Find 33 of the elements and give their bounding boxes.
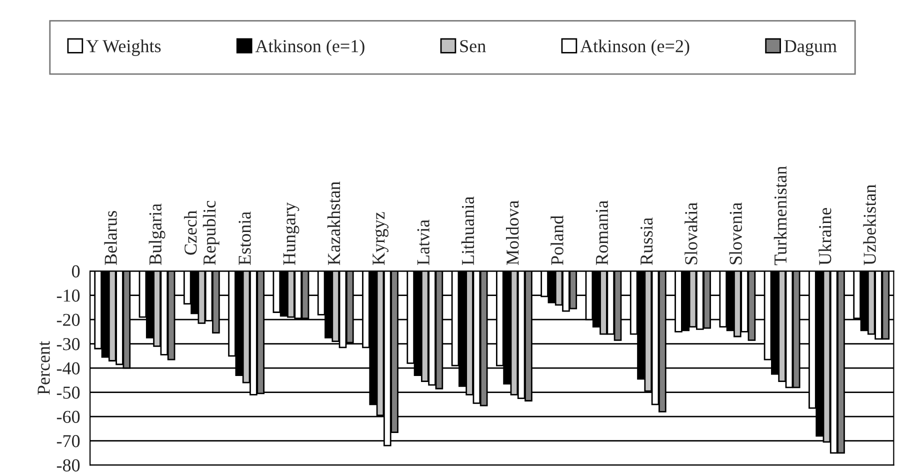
y-axis-title: Percent	[38, 341, 50, 395]
y-tick-label: -80	[56, 459, 80, 472]
y-tick-label: 0	[72, 265, 80, 278]
x-tick-label: Slovakia	[684, 202, 698, 264]
y-tick-label: -60	[56, 410, 80, 423]
x-tick-label: Kyrgyz	[372, 212, 388, 265]
legend-label: Atkinson (e=1)	[255, 40, 364, 56]
x-tick-label: Slovenia	[729, 202, 742, 264]
y-tick-label: -50	[56, 386, 80, 399]
y-tick-label: -40	[56, 362, 80, 374]
x-tick-label: Romania	[596, 200, 608, 265]
x-tick-label: Ukraine	[818, 208, 832, 266]
legend-label: Sen	[460, 40, 486, 52]
y-tick-label: -30	[56, 338, 80, 350]
x-tick-label: Bulgaria	[148, 204, 166, 265]
x-tick-label: Uzbekistan	[863, 184, 876, 266]
x-tick-label: Kazakhstan	[327, 182, 340, 265]
x-tick-label: Belarus	[104, 210, 117, 265]
x-tick-label: Lithuania	[461, 196, 474, 265]
legend-label: Y Weights	[86, 40, 161, 56]
x-tick-label: Hungary	[283, 202, 300, 265]
y-tick-label: -20	[56, 314, 80, 326]
x-tick-label: Russia	[640, 218, 653, 265]
x-tick-label: Moldova	[506, 200, 519, 265]
x-tick-label: Latvia	[417, 220, 430, 265]
x-tick-label: Poland	[550, 216, 564, 265]
legend-label: Atkinson (e=2)	[580, 40, 690, 56]
y-tick-label: -70	[56, 435, 80, 448]
legend-label: Dagum	[784, 40, 837, 56]
x-tick-label: Turkmenistan	[774, 166, 787, 266]
x-tick-label: Estonia	[238, 212, 251, 265]
y-tick-label: -10	[56, 290, 80, 302]
x-tick-label: Czech Republic	[184, 200, 220, 265]
